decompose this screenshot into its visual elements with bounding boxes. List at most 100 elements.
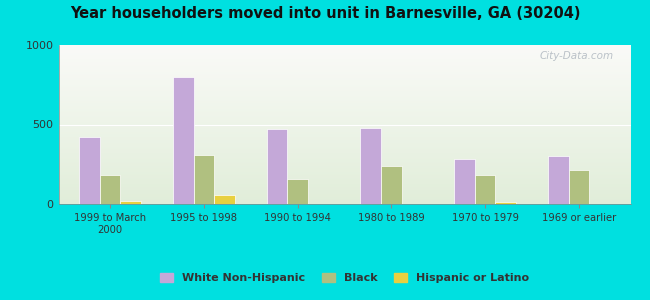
Bar	[58, 140, 630, 141]
Bar	[58, 89, 630, 90]
Bar	[58, 56, 630, 57]
Bar	[58, 92, 630, 93]
Bar	[475, 175, 495, 204]
Bar	[58, 114, 630, 115]
Bar	[58, 201, 630, 202]
Bar	[58, 51, 630, 52]
Bar	[58, 88, 630, 89]
Bar	[58, 192, 630, 193]
Bar	[58, 193, 630, 194]
Bar	[58, 109, 630, 110]
Bar	[58, 61, 630, 62]
Bar	[58, 105, 630, 106]
Bar	[58, 165, 630, 166]
Bar	[58, 186, 630, 187]
Bar	[58, 122, 630, 123]
Bar	[58, 94, 630, 95]
Bar	[58, 117, 630, 118]
Text: Year householders moved into unit in Barnesville, GA (30204): Year householders moved into unit in Bar…	[70, 6, 580, 21]
Bar	[58, 119, 630, 120]
Bar	[58, 191, 630, 192]
Bar	[58, 155, 630, 156]
Bar	[58, 138, 630, 139]
Bar	[381, 166, 402, 204]
Bar	[58, 45, 630, 46]
Bar	[58, 93, 630, 94]
Bar	[58, 179, 630, 180]
Bar	[58, 108, 630, 109]
Bar	[58, 175, 630, 176]
Bar	[58, 63, 630, 64]
Bar	[58, 203, 630, 204]
Bar	[58, 145, 630, 146]
Bar	[58, 202, 630, 203]
Bar	[58, 79, 630, 80]
Bar	[58, 156, 630, 157]
Bar	[58, 104, 630, 105]
Bar	[58, 200, 630, 201]
Bar	[58, 184, 630, 185]
Bar	[58, 189, 630, 190]
Bar	[58, 99, 630, 100]
Bar	[58, 126, 630, 127]
Bar	[58, 54, 630, 55]
Bar	[58, 152, 630, 153]
Bar	[58, 82, 630, 83]
Bar	[58, 66, 630, 67]
Bar	[58, 112, 630, 113]
Bar	[58, 161, 630, 162]
Bar	[58, 159, 630, 160]
Bar	[58, 194, 630, 195]
Bar	[58, 106, 630, 107]
Bar	[58, 195, 630, 196]
Bar	[58, 98, 630, 99]
Bar	[58, 135, 630, 136]
Legend: White Non-Hispanic, Black, Hispanic or Latino: White Non-Hispanic, Black, Hispanic or L…	[155, 268, 534, 287]
Bar	[58, 72, 630, 73]
Bar	[361, 128, 381, 204]
Bar	[58, 91, 630, 92]
Bar	[58, 141, 630, 142]
Bar	[58, 150, 630, 151]
Bar	[58, 131, 630, 132]
Bar	[58, 100, 630, 101]
Bar	[58, 127, 630, 128]
Bar	[58, 52, 630, 53]
Bar	[58, 160, 630, 161]
Bar	[58, 136, 630, 137]
Bar	[58, 84, 630, 85]
Bar	[58, 151, 630, 152]
Bar	[58, 147, 630, 148]
Bar	[58, 182, 630, 183]
Bar	[58, 185, 630, 186]
Bar	[58, 171, 630, 172]
Bar	[58, 157, 630, 158]
Bar	[58, 129, 630, 130]
Bar	[548, 156, 569, 204]
Bar	[58, 110, 630, 111]
Bar	[58, 101, 630, 102]
Bar	[58, 190, 630, 191]
Bar	[58, 85, 630, 86]
Bar	[58, 120, 630, 121]
Bar	[58, 81, 630, 82]
Bar	[58, 163, 630, 164]
Bar	[569, 170, 590, 204]
Bar	[58, 183, 630, 184]
Bar	[58, 74, 630, 75]
Bar	[58, 167, 630, 168]
Bar	[58, 174, 630, 175]
Bar	[58, 144, 630, 145]
Bar	[58, 49, 630, 50]
Bar	[58, 111, 630, 112]
Bar	[173, 77, 194, 204]
Bar	[58, 47, 630, 48]
Bar	[58, 158, 630, 159]
Bar	[58, 90, 630, 91]
Bar	[58, 169, 630, 170]
Bar	[58, 46, 630, 47]
Bar	[194, 155, 214, 204]
Bar	[58, 134, 630, 135]
Bar	[58, 75, 630, 76]
Bar	[120, 201, 141, 204]
